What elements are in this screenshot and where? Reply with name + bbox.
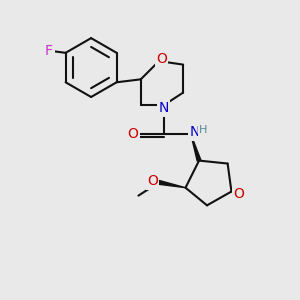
Text: O: O [156, 52, 167, 66]
Text: O: O [233, 187, 244, 201]
Text: N: N [190, 125, 200, 139]
Text: H: H [199, 125, 207, 135]
Polygon shape [191, 134, 201, 161]
Text: N: N [158, 101, 169, 115]
Text: F: F [45, 44, 53, 58]
Text: O: O [128, 127, 139, 141]
Text: O: O [147, 174, 158, 188]
Polygon shape [159, 181, 185, 188]
